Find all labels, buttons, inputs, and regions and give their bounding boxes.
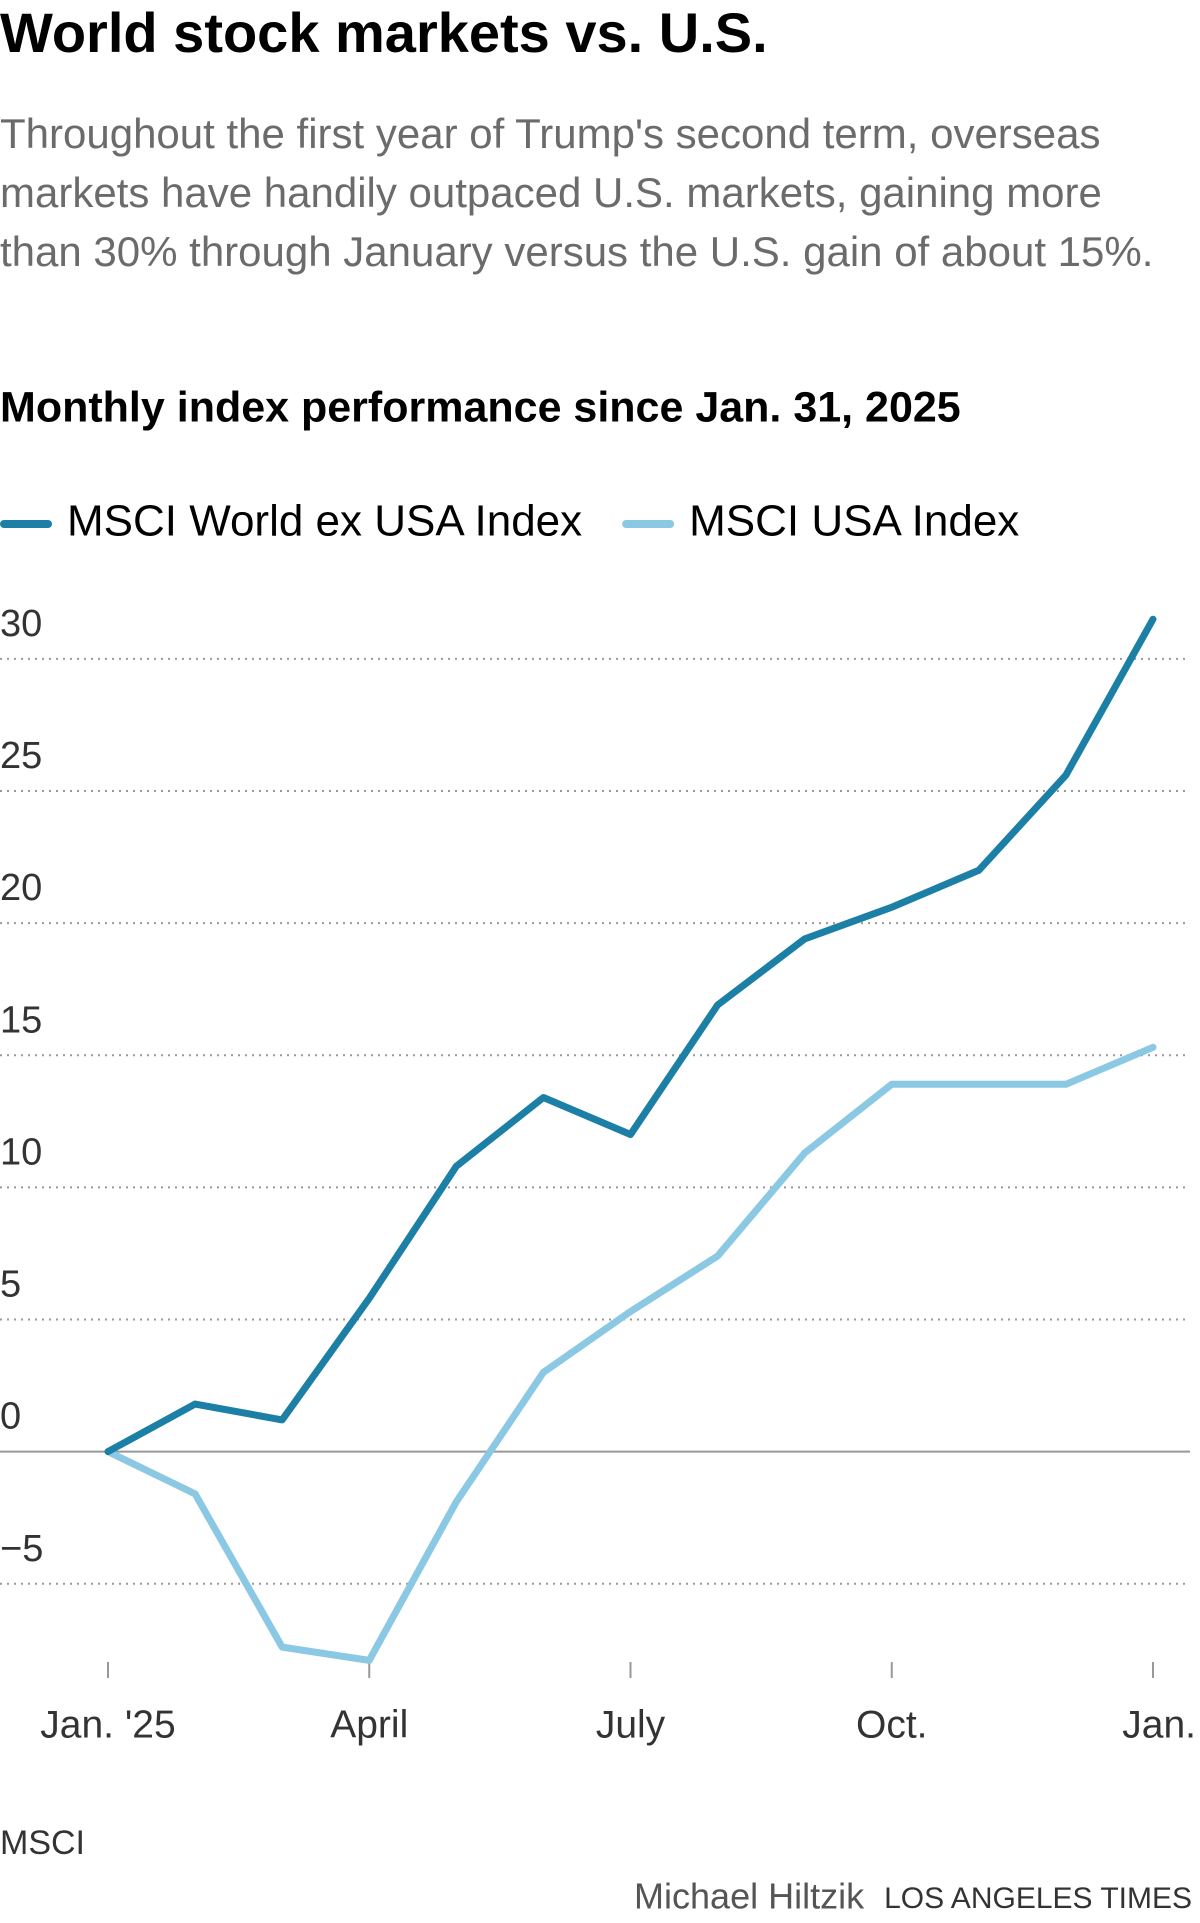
y-tick-label: 25 <box>0 735 42 777</box>
x-tick-label: Jan. <box>1122 1703 1196 1746</box>
x-tick-label: Oct. <box>856 1703 928 1746</box>
legend-label: MSCI World ex USA Index <box>67 497 582 546</box>
publisher: LOS ANGELES TIMES <box>884 1882 1192 1915</box>
description: Throughout the first year of Trump's sec… <box>0 110 1154 275</box>
x-tick-label: April <box>330 1703 408 1746</box>
y-tick-label: 15 <box>0 999 42 1041</box>
x-tick-label: July <box>596 1703 666 1746</box>
y-tick-label: 0 <box>0 1396 21 1438</box>
y-tick-label: 20 <box>0 867 42 909</box>
x-tick-label: Jan. '25 <box>40 1703 175 1746</box>
series-line <box>104 1043 1157 1664</box>
chart-subtitle: Monthly index performance since Jan. 31,… <box>0 383 961 431</box>
source: MSCI <box>0 1824 85 1862</box>
title: World stock markets vs. U.S. <box>0 1 768 64</box>
y-tick-label: −5 <box>0 1528 43 1570</box>
y-tick-label: 5 <box>0 1264 21 1306</box>
y-tick-label: 10 <box>0 1131 42 1173</box>
legend-label: MSCI USA Index <box>689 497 1019 546</box>
y-tick-label: 30 <box>0 603 42 645</box>
credit: Michael Hiltzik <box>634 1876 865 1917</box>
series-line <box>104 615 1157 1456</box>
